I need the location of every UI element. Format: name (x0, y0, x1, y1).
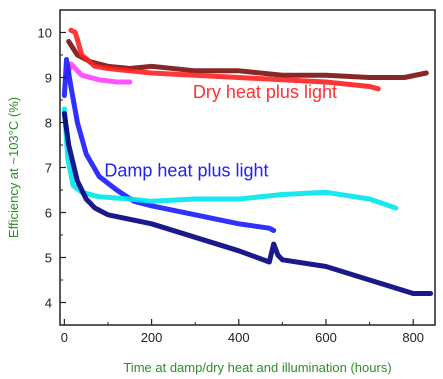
y-tick-label: 5 (45, 251, 52, 266)
series-line-2 (68, 27, 381, 92)
x-tick-label: 400 (228, 330, 250, 345)
plot-background (60, 10, 435, 325)
series-line-6 (61, 111, 434, 296)
annotation-2: Damp heat plus light (104, 161, 268, 181)
y-tick-label: 9 (45, 71, 52, 86)
series-layer (61, 27, 434, 296)
x-tick-label: 0 (61, 330, 68, 345)
x-tick-label: 600 (315, 330, 337, 345)
x-tick-label: 800 (402, 330, 424, 345)
annotation-layer: Dry heat plus light Damp heat plus light (104, 82, 337, 181)
annotation-1: Dry heat plus light (193, 82, 337, 102)
y-tick-label: 10 (38, 26, 52, 41)
x-tick-label: 200 (141, 330, 163, 345)
plot-area (60, 10, 435, 325)
y-tick-label: 6 (45, 206, 52, 221)
series-line-5 (61, 106, 399, 211)
y-tick-label: 4 (45, 296, 52, 311)
y-axis-label: Efficiency at ~103°C (%) (6, 97, 21, 238)
y-tick-label: 7 (45, 161, 52, 176)
axes: 0 200 400 600 800 4 5 6 7 8 9 10 (38, 9, 436, 345)
y-tick-label: 8 (45, 116, 52, 131)
series-line-4 (61, 57, 277, 233)
series-line-3 (64, 61, 133, 85)
x-axis-label: Time at damp/dry heat and illumination (… (123, 360, 391, 375)
